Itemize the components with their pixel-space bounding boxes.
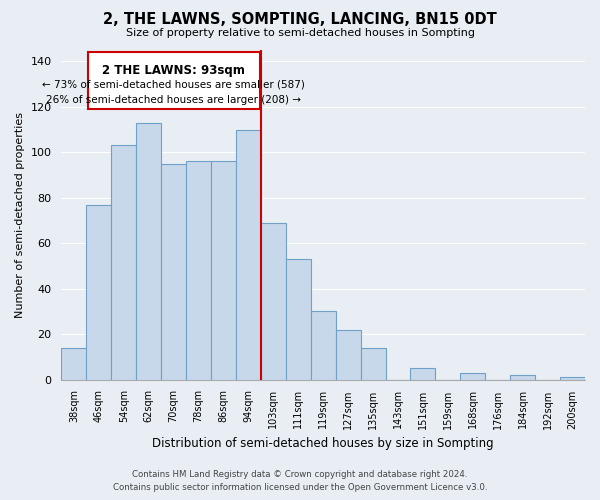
Bar (335, 330, 361, 380)
Bar (510, 375, 535, 380)
X-axis label: Distribution of semi-detached houses by size in Sompting: Distribution of semi-detached houses by … (152, 437, 494, 450)
Bar (286, 259, 311, 380)
Bar (236, 130, 261, 380)
Bar (560, 378, 585, 380)
Text: Contains HM Land Registry data © Crown copyright and database right 2024.
Contai: Contains HM Land Registry data © Crown c… (113, 470, 487, 492)
Text: 2 THE LAWNS: 93sqm: 2 THE LAWNS: 93sqm (102, 64, 245, 76)
Bar (161, 164, 186, 380)
Text: 2, THE LAWNS, SOMPTING, LANCING, BN15 0DT: 2, THE LAWNS, SOMPTING, LANCING, BN15 0D… (103, 12, 497, 28)
Y-axis label: Number of semi-detached properties: Number of semi-detached properties (15, 112, 25, 318)
Bar (261, 222, 286, 380)
Bar (86, 204, 111, 380)
Bar (410, 368, 436, 380)
Text: ← 73% of semi-detached houses are smaller (587): ← 73% of semi-detached houses are smalle… (42, 80, 305, 90)
Bar (61, 348, 86, 380)
Bar (361, 348, 386, 380)
Bar (460, 373, 485, 380)
Bar (186, 162, 211, 380)
FancyBboxPatch shape (88, 52, 260, 109)
Bar (211, 162, 236, 380)
Text: 26% of semi-detached houses are larger (208) →: 26% of semi-detached houses are larger (… (46, 96, 301, 106)
Bar (111, 146, 136, 380)
Bar (311, 312, 335, 380)
Text: Size of property relative to semi-detached houses in Sompting: Size of property relative to semi-detach… (125, 28, 475, 38)
Bar (136, 122, 161, 380)
